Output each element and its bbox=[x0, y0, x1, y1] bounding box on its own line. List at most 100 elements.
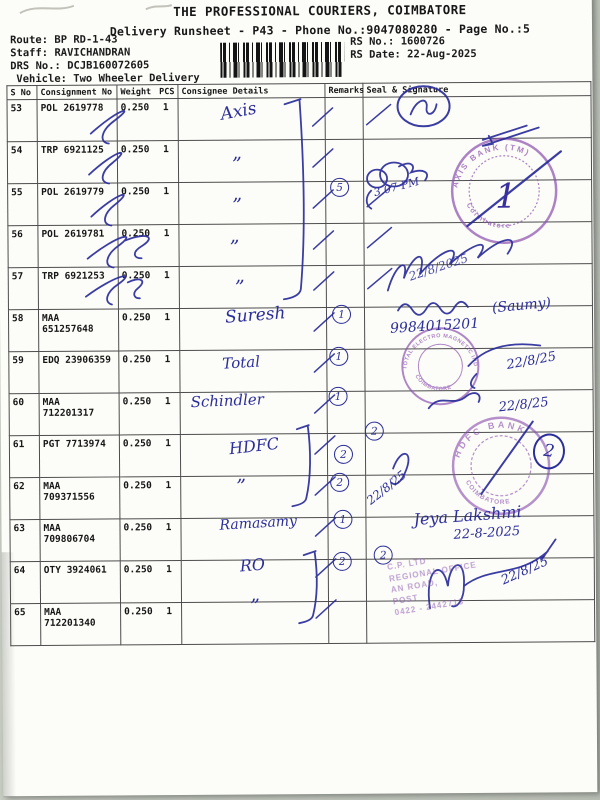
consignee-cell bbox=[180, 391, 328, 435]
consignee-cell bbox=[179, 307, 327, 351]
consignment-cell: OTY 3924061 bbox=[40, 560, 121, 604]
col-remarks: Remarks bbox=[324, 83, 364, 98]
seal-cell bbox=[365, 515, 595, 560]
table-row: 64 OTY 3924061 0.250 1 bbox=[10, 557, 595, 604]
remarks-cell bbox=[324, 97, 364, 140]
sno-cell: 53 bbox=[7, 99, 38, 142]
consignment-cell: TRP 6921125 bbox=[37, 140, 118, 184]
staff-label: Staff: bbox=[10, 46, 55, 60]
seal-cell bbox=[365, 473, 594, 518]
sno-cell: 61 bbox=[9, 435, 40, 478]
pcs-value: 1 bbox=[166, 564, 172, 576]
remarks-cell bbox=[327, 433, 366, 476]
weight-value: 0.250 bbox=[123, 564, 153, 576]
table-row: 63 MAA 709806704 0.250 1 bbox=[9, 515, 595, 562]
consignment-cell: TRP 6921253 bbox=[38, 266, 119, 310]
sno-cell: 55 bbox=[7, 183, 38, 226]
seal-cell bbox=[363, 221, 593, 266]
weight-value: 0.250 bbox=[122, 354, 151, 366]
table-row: 62 MAA 709371556 0.250 1 bbox=[9, 473, 594, 520]
consignment-cell: MAA 709371556 bbox=[39, 476, 120, 520]
rs-no-label: RS No.: bbox=[350, 35, 401, 48]
remarks-cell bbox=[328, 559, 367, 602]
pcs-value: 1 bbox=[163, 270, 170, 282]
remarks-cell bbox=[327, 517, 367, 560]
table-row: 60 MAA 712201317 0.250 1 bbox=[9, 389, 594, 436]
table-row: 59 EDQ 23906359 0.250 1 bbox=[8, 347, 594, 394]
sno-cell: 59 bbox=[8, 351, 40, 394]
runsheet-meta: Route: BP RD-1-43 Staff: RAVICHANDRAN DR… bbox=[10, 33, 200, 86]
seal-cell bbox=[365, 389, 594, 434]
remarks-cell bbox=[326, 265, 365, 308]
pcs-value: 1 bbox=[165, 480, 172, 492]
pcs-value: 1 bbox=[166, 606, 173, 618]
consignment-cell: PGT 7713974 bbox=[39, 434, 120, 478]
table-row: 54 TRP 6921125 0.250 1 bbox=[7, 137, 592, 184]
sno-cell: 57 bbox=[8, 267, 39, 310]
seal-cell bbox=[364, 347, 594, 392]
pcs-value: 1 bbox=[164, 354, 171, 366]
weight-value: 0.250 bbox=[120, 144, 150, 156]
weight-cell: 0.250 1 bbox=[119, 476, 181, 519]
seal-cell bbox=[364, 263, 593, 308]
consignee-cell bbox=[180, 475, 328, 519]
remarks-cell bbox=[325, 139, 364, 182]
weight-cell: 0.250 1 bbox=[117, 98, 179, 141]
rs-date-value: 22-Aug-2025 bbox=[407, 47, 477, 61]
consignee-cell bbox=[179, 265, 327, 309]
seal-cell bbox=[363, 137, 592, 182]
seal-cell bbox=[364, 305, 593, 350]
rs-info: RS No.: 1600726 RS Date: 22-Aug-2025 bbox=[350, 35, 477, 62]
weight-cell: 0.250 1 bbox=[117, 140, 179, 183]
runsheet-table: S No Consignment No Weight PCS Consignee … bbox=[6, 81, 595, 646]
remarks-cell bbox=[328, 601, 367, 644]
weight-value: 0.250 bbox=[121, 270, 151, 282]
pcs-value: 1 bbox=[163, 144, 169, 156]
weight-cell: 0.250 1 bbox=[119, 392, 181, 435]
col-pcs: PCS bbox=[159, 86, 175, 97]
remarks-cell bbox=[325, 181, 364, 224]
weight-cell: 0.250 1 bbox=[118, 266, 180, 309]
staff-value: RAVICHANDRAN bbox=[54, 46, 131, 59]
drs-line: DRS No.: DCJB160072605 bbox=[10, 59, 199, 73]
barcode bbox=[220, 41, 345, 78]
table-row: 61 PGT 7713974 0.250 1 bbox=[9, 431, 594, 478]
weight-value: 0.250 bbox=[121, 186, 150, 198]
remarks-cell bbox=[327, 391, 366, 434]
weight-cell: 0.250 1 bbox=[119, 434, 181, 477]
weight-value: 0.250 bbox=[124, 606, 153, 618]
consignee-cell bbox=[178, 223, 327, 267]
consignee-cell bbox=[179, 349, 328, 393]
seal-cell bbox=[363, 179, 592, 224]
col-weight: Weight bbox=[120, 86, 152, 97]
pcs-value: 1 bbox=[165, 522, 172, 534]
table-row: 53 POL 2619778 0.250 1 bbox=[7, 95, 592, 142]
staff-line: Staff: RAVICHANDRAN bbox=[10, 46, 199, 60]
remarks-cell bbox=[327, 475, 366, 518]
consignment-cell: POL 2619781 bbox=[37, 224, 119, 268]
seal-cell bbox=[366, 557, 595, 602]
weight-cell: 0.250 1 bbox=[117, 224, 180, 267]
seal-cell bbox=[366, 599, 595, 644]
rs-date-label: RS Date: bbox=[350, 48, 408, 61]
sno-cell: 60 bbox=[9, 393, 40, 436]
table-row: 57 TRP 6921253 0.250 1 bbox=[8, 263, 593, 310]
weight-value: 0.250 bbox=[121, 228, 151, 240]
weight-cell: 0.250 1 bbox=[118, 350, 181, 393]
sno-cell: 54 bbox=[7, 141, 38, 184]
consignee-cell bbox=[181, 559, 329, 603]
rs-no-value: 1600726 bbox=[400, 35, 445, 48]
route-line: Route: BP RD-1-43 bbox=[10, 33, 199, 47]
consignee-cell bbox=[180, 433, 328, 477]
route-label: Route: bbox=[10, 33, 55, 47]
weight-value: 0.250 bbox=[123, 522, 153, 534]
consignment-cell: EDQ 23906359 bbox=[38, 350, 120, 394]
weight-cell: 0.250 1 bbox=[119, 518, 182, 561]
pcs-value: 1 bbox=[163, 228, 170, 240]
pcs-value: 1 bbox=[164, 396, 171, 408]
consignee-cell bbox=[178, 139, 326, 183]
weight-cell: 0.250 1 bbox=[118, 308, 180, 351]
consignment-cell: MAA 712201340 bbox=[40, 602, 121, 646]
route-value: BP RD-1-43 bbox=[54, 33, 118, 46]
